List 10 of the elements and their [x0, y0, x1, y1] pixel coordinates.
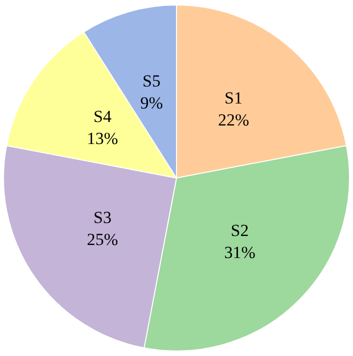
slice-label: S2 [230, 220, 249, 240]
slice-label: S1 [224, 88, 243, 108]
slice-label: S4 [94, 107, 112, 126]
slice-label: S5 [142, 72, 161, 91]
data-label: 13% [86, 129, 118, 148]
data-label: 22% [218, 110, 250, 130]
data-label: 9% [140, 94, 163, 113]
data-label: 31% [224, 242, 256, 262]
slice-label: S3 [94, 208, 112, 227]
data-label: 25% [86, 230, 118, 249]
